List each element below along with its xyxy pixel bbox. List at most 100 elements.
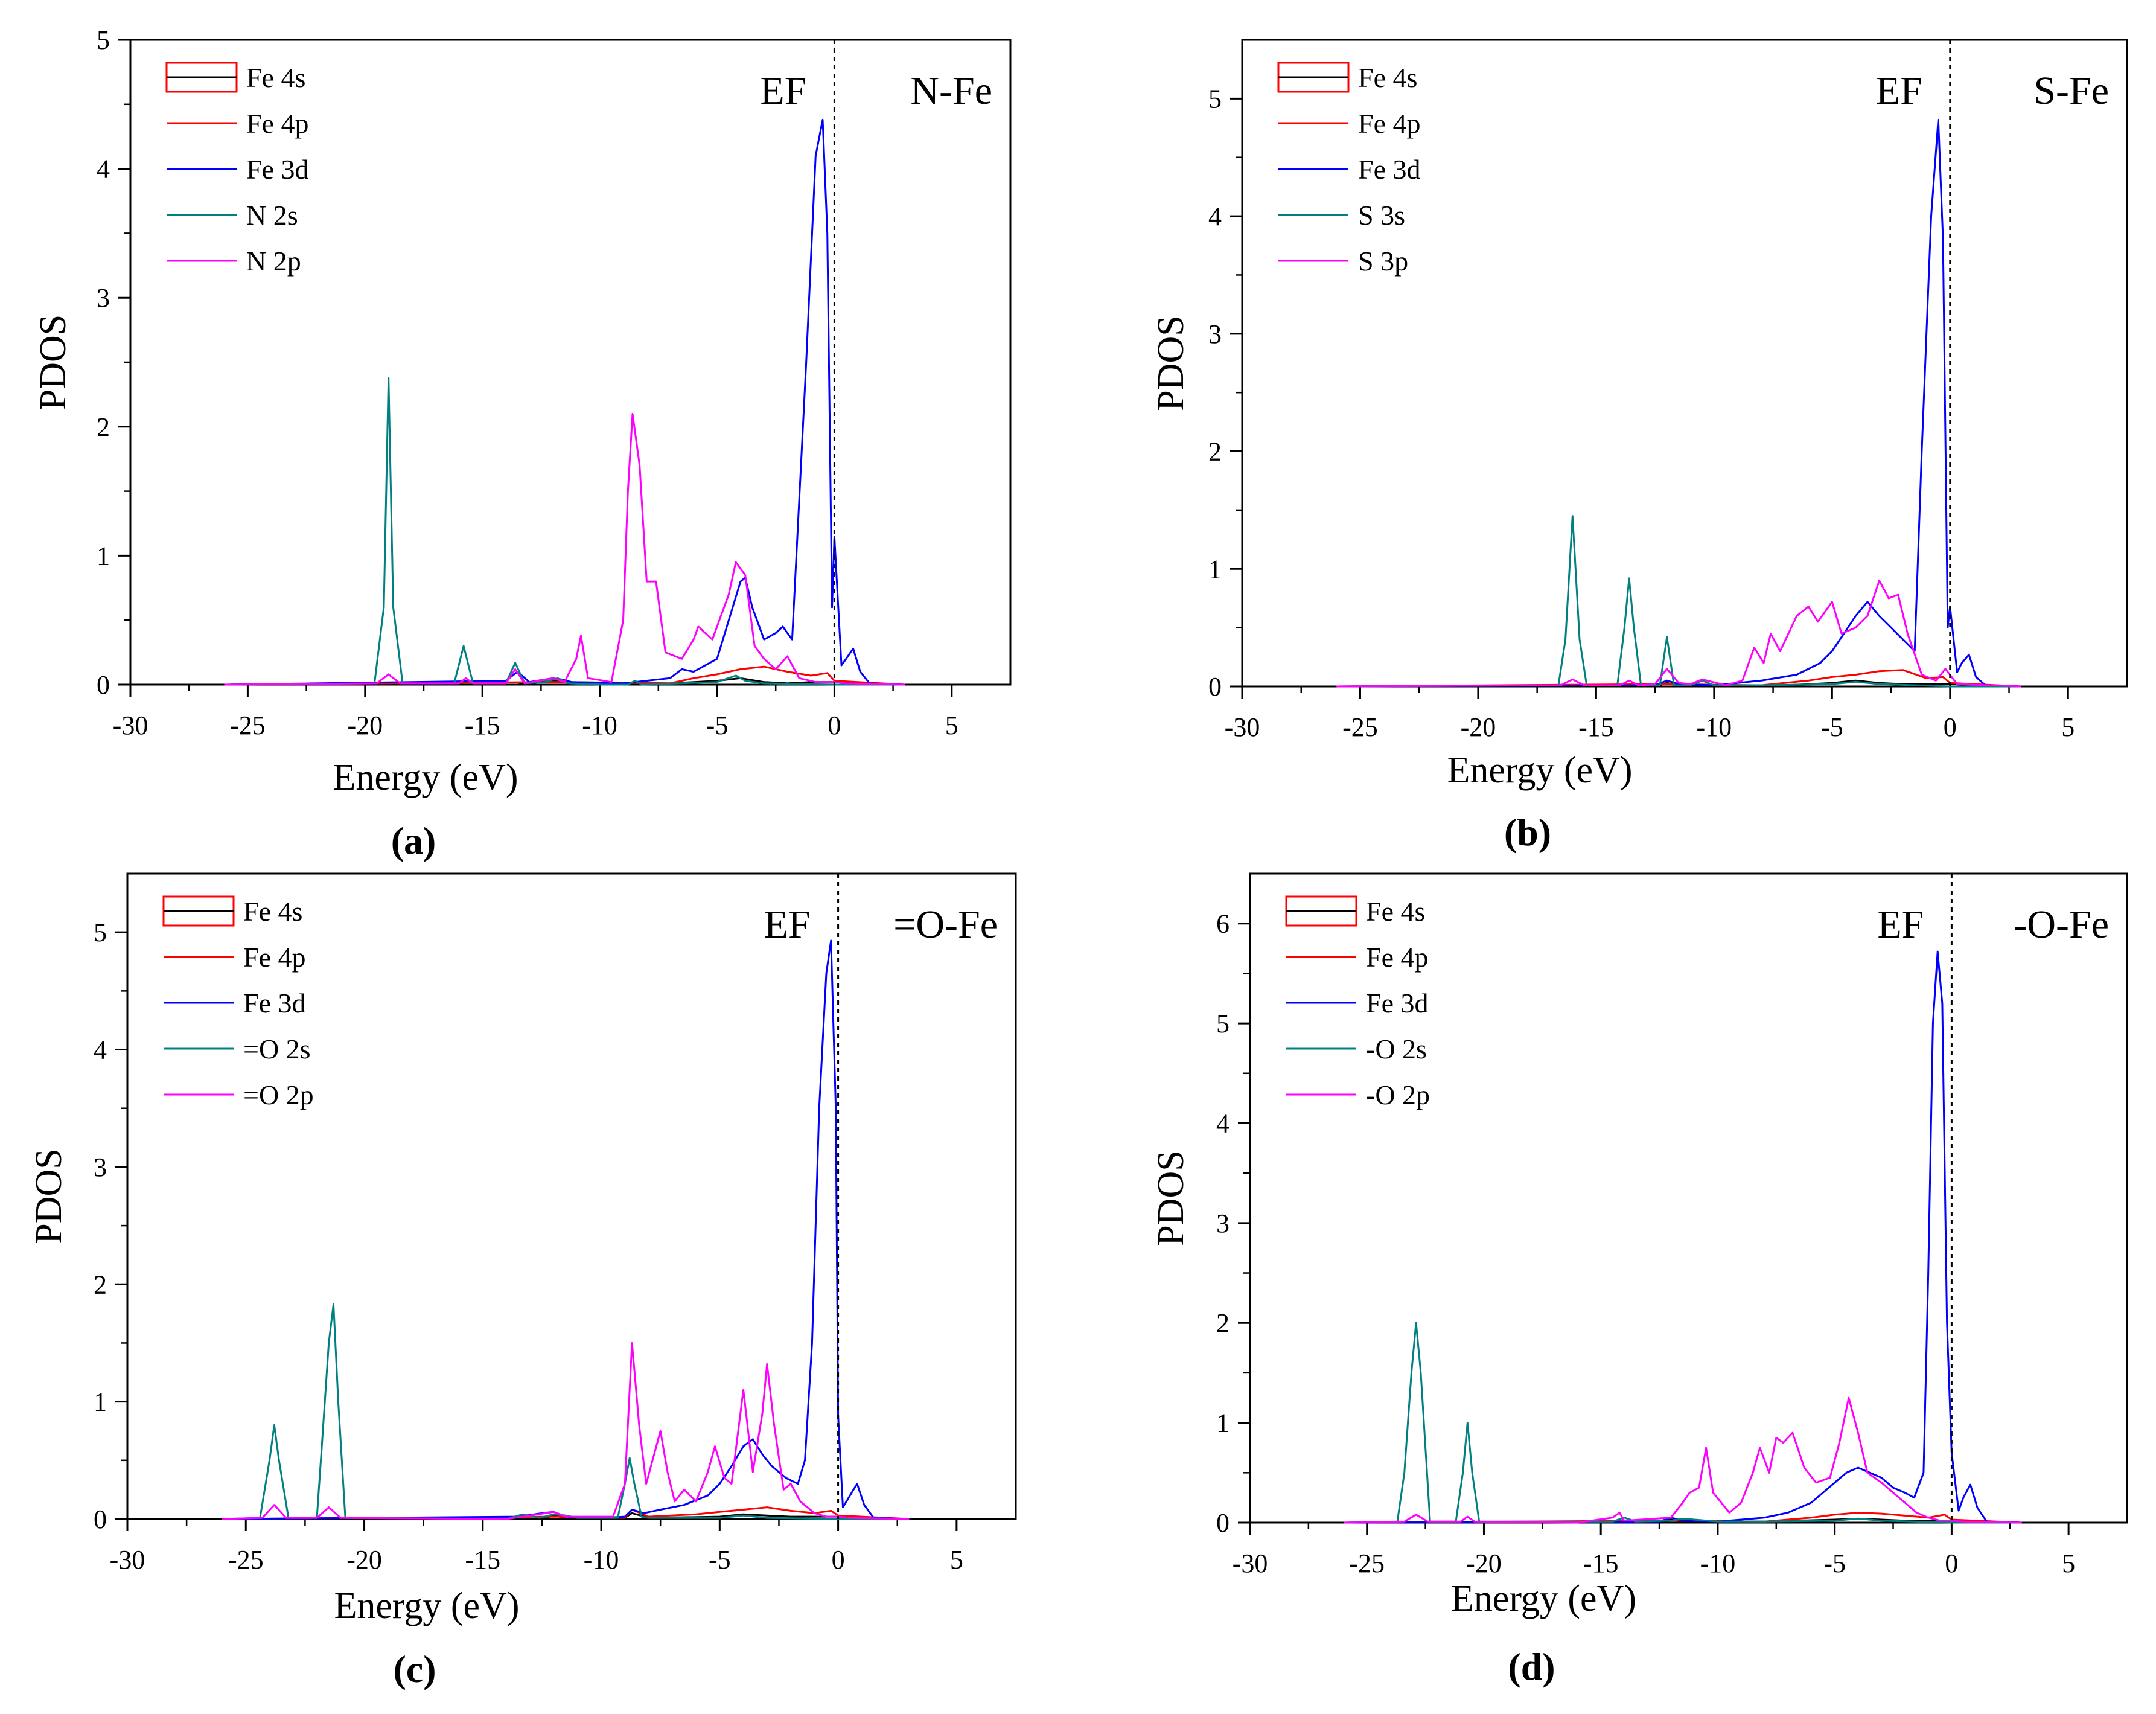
legend-label: S 3s: [1358, 200, 1405, 231]
legend-label: Fe 4p: [243, 942, 306, 973]
panel-c: -30 -25 -20 -15 -10 -5 0 5 0 1 2 3 4 5 Energy (eV) PDOS…: [28, 872, 1017, 1690]
x-axis-title: Energy (eV): [1451, 1578, 1636, 1619]
x-tick-label: -20: [347, 711, 383, 740]
legend-label: Fe 4s: [1358, 62, 1417, 93]
fermi-label: EF: [1877, 903, 1924, 947]
x-tick-label: -5: [706, 711, 729, 740]
x-tick-label: -10: [582, 711, 617, 740]
series-line-fe3d: [224, 118, 905, 686]
x-tick-label: -15: [1583, 1549, 1619, 1578]
series-line-fe3d: [1343, 950, 2022, 1524]
x-tick-label: 0: [828, 711, 841, 740]
legend-label: Fe 3d: [1358, 154, 1421, 185]
x-tick-label: -5: [1823, 1549, 1846, 1578]
y-tick-label: 5: [1208, 84, 1222, 114]
series-line-p: [1336, 580, 2021, 688]
y-tick-label: 2: [1216, 1308, 1229, 1338]
x-tick-label: 5: [2061, 712, 2075, 742]
x-tick-label: 0: [1944, 712, 1957, 742]
y-tick-label: 3: [1208, 319, 1222, 349]
x-tick-label: -15: [465, 711, 500, 740]
x-tick-label: -25: [1349, 1549, 1385, 1578]
y-tick-label: 2: [94, 1270, 107, 1299]
x-tick-label: 5: [2062, 1549, 2075, 1578]
x-tick-label: -20: [1461, 712, 1496, 742]
panel-caption: (c): [393, 1648, 436, 1690]
x-tick-label: -5: [1821, 712, 1843, 742]
legend-label: Fe 3d: [246, 154, 309, 185]
y-tick-label: 5: [97, 25, 110, 55]
y-tick-label: 0: [94, 1505, 107, 1534]
y-tick-label: 4: [97, 155, 110, 184]
y-tick-label: 3: [1216, 1209, 1229, 1238]
legend-label: Fe 4s: [1366, 896, 1425, 927]
y-tick-label: 2: [1208, 437, 1222, 467]
panel-title: =O-Fe: [893, 903, 998, 947]
y-tick-label: 1: [94, 1387, 107, 1417]
fermi-label: EF: [764, 903, 811, 947]
y-tick-label: 4: [1208, 202, 1222, 231]
y-tick-label: 5: [1216, 1009, 1229, 1038]
x-tick-label: -25: [230, 711, 266, 740]
panel-a: -30 -25 -20 -15 -10 -5 0 5 0 1 2 3 4 5 Energy (eV) PDOS…: [33, 25, 1012, 862]
x-tick-label: -5: [709, 1545, 731, 1575]
x-tick-label: -10: [584, 1545, 619, 1575]
series-line-p: [222, 1342, 910, 1520]
y-axis-title: PDOS: [33, 315, 74, 411]
legend-label: -O 2s: [1366, 1034, 1427, 1064]
legend-label: -O 2p: [1366, 1079, 1430, 1110]
series-line-s: [222, 1303, 910, 1520]
panel-d: -30 -25 -20 -15 -10 -5 0 5 0 1 2 3 4 5 6 Energy (eV) PDO…: [1150, 872, 2128, 1688]
legend-label: Fe 4p: [1366, 942, 1429, 973]
y-tick-label: 0: [97, 670, 110, 700]
x-tick-label: 0: [1945, 1549, 1958, 1578]
legend-label: =O 2s: [243, 1034, 311, 1064]
series-line-p: [1343, 1396, 2022, 1524]
legend-label: Fe 4s: [243, 896, 302, 927]
fermi-label: EF: [1876, 69, 1922, 113]
series-line-s: [1343, 1322, 2022, 1524]
y-axis-title: PDOS: [28, 1148, 69, 1244]
legend-label: =O 2p: [243, 1079, 314, 1110]
x-tick-label: -25: [1342, 712, 1378, 742]
legend-label: Fe 3d: [243, 988, 306, 1018]
y-tick-label: 1: [1208, 554, 1222, 584]
y-tick-label: 2: [97, 412, 110, 442]
legend-label: N 2p: [246, 246, 301, 277]
x-tick-label: -30: [113, 711, 148, 740]
x-tick-label: -15: [1578, 712, 1614, 742]
y-tick-label: 1: [1216, 1409, 1229, 1438]
x-tick-label: -10: [1700, 1549, 1736, 1578]
panel-caption: (a): [391, 819, 436, 862]
x-tick-label: -10: [1697, 712, 1732, 742]
series-line-s: [224, 377, 905, 686]
y-tick-label: 3: [97, 283, 110, 313]
x-tick-label: -20: [346, 1545, 382, 1575]
y-tick-label: 5: [94, 918, 107, 947]
x-tick-label: 5: [950, 1545, 963, 1575]
y-tick-label: 4: [1216, 1108, 1229, 1138]
series-line-fe3d: [222, 939, 910, 1520]
series-line-p: [224, 412, 905, 686]
x-axis-title: Energy (eV): [1447, 750, 1632, 791]
legend-label: Fe 4p: [1358, 108, 1421, 139]
panel-caption: (d): [1508, 1645, 1555, 1688]
plot-frame: [1241, 39, 2128, 688]
x-tick-label: -30: [110, 1545, 145, 1575]
x-tick-label: -25: [228, 1545, 264, 1575]
y-tick-label: 4: [94, 1035, 107, 1065]
x-axis-title: Energy (eV): [333, 757, 518, 798]
x-tick-label: 5: [945, 711, 958, 740]
x-tick-label: -30: [1225, 712, 1260, 742]
x-tick-label: -30: [1233, 1549, 1268, 1578]
y-tick-label: 0: [1208, 672, 1222, 702]
y-axis-title: PDOS: [1150, 1150, 1191, 1246]
series-line-s: [1336, 515, 2021, 688]
panel-caption: (b): [1504, 811, 1551, 854]
x-axis-title: Energy (eV): [334, 1585, 519, 1626]
fermi-label: EF: [760, 69, 806, 113]
x-tick-label: 0: [832, 1545, 845, 1575]
plot-frame: [126, 872, 1017, 1520]
legend-label: S 3p: [1358, 246, 1408, 277]
